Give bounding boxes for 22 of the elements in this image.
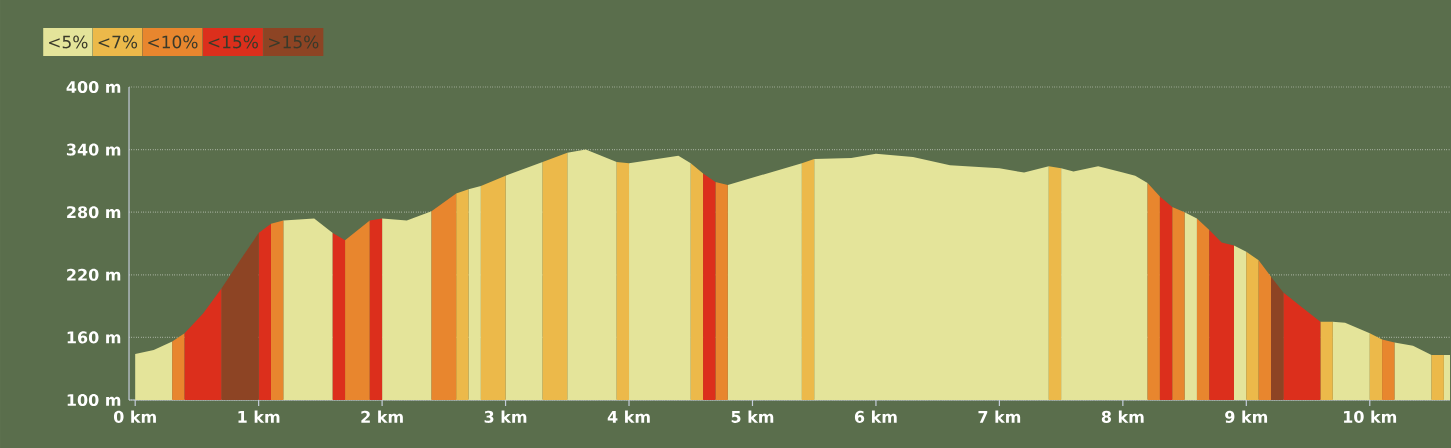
y-tick-label: 280 m — [67, 206, 121, 219]
x-tick-label: 8 km — [1101, 410, 1144, 423]
text: <10% — [148, 35, 198, 49]
text: <7% — [98, 35, 138, 49]
y-tick-label: 340 m — [66, 143, 121, 156]
x-tick-label: 5 km — [731, 410, 774, 423]
x-tick-label: 4 km — [607, 410, 650, 423]
x-tick-label: 10 km — [1344, 410, 1397, 423]
x-tick-label: 3 km — [484, 410, 527, 423]
text: >15% — [269, 35, 319, 49]
y-tick-label: 220 m — [67, 268, 121, 281]
x-tick-label: 7 km — [978, 410, 1021, 423]
x-tick-label: 2 km — [361, 410, 403, 423]
y-tick-label: 100 m — [67, 393, 121, 407]
y-tick-label: 160 m — [67, 331, 121, 344]
text: <15% — [208, 35, 258, 49]
y-tick-label: 400 m — [66, 80, 121, 94]
text: <5% — [49, 35, 88, 49]
x-tick-label: 1 km — [238, 410, 280, 423]
x-tick-label: 0 km — [113, 410, 156, 423]
x-tick-label: 9 km — [1225, 410, 1268, 423]
x-tick-label: 6 km — [854, 410, 897, 423]
